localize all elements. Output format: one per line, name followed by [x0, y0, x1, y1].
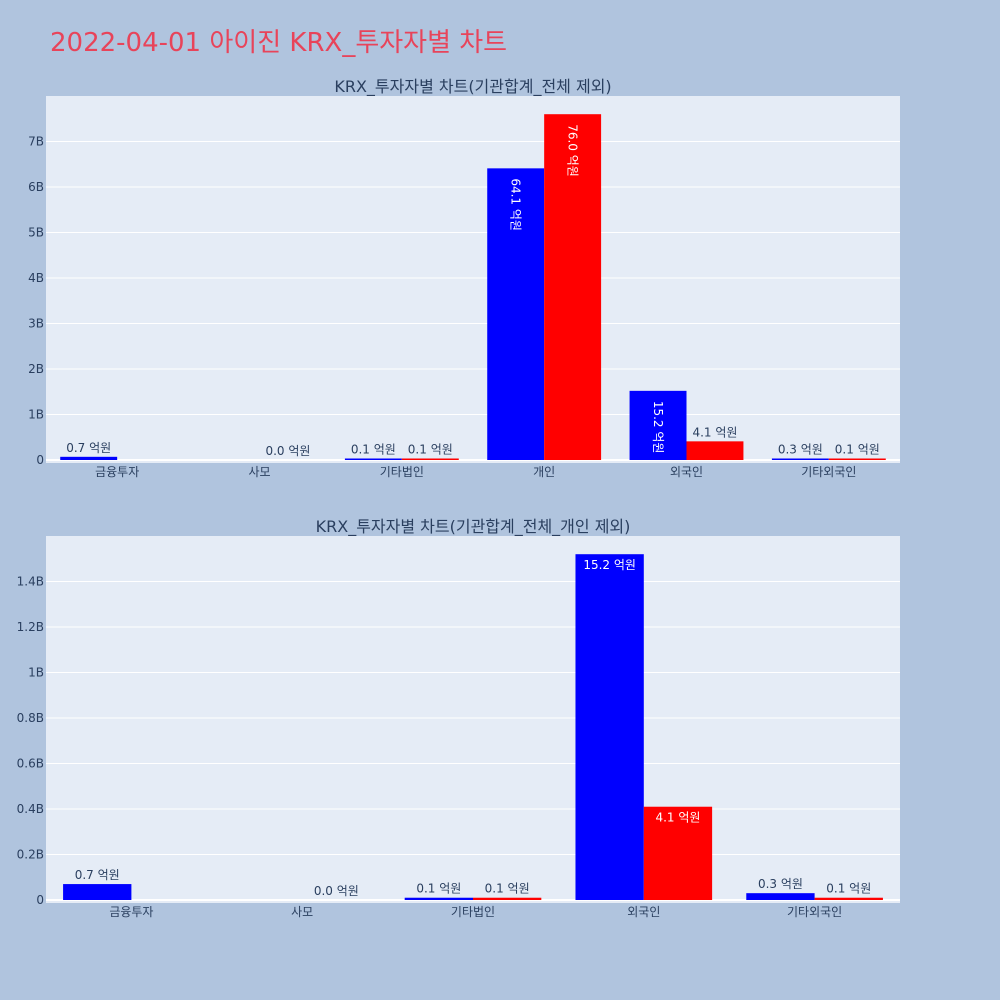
y-tick-label: 1.4B	[17, 575, 44, 589]
data-label: 0.1 억원	[416, 882, 461, 896]
bar	[404, 897, 473, 900]
data-label: 0.1 억원	[408, 443, 453, 457]
x-tick-label: 기타법인	[451, 905, 495, 919]
data-label: 0.1 억원	[351, 443, 396, 457]
data-label: 0.7 억원	[75, 868, 120, 882]
data-label: 4.1 억원	[655, 811, 700, 825]
y-tick-label: 0.6B	[17, 757, 44, 771]
y-tick-label: 0	[36, 893, 44, 907]
y-tick-label: 0.4B	[17, 802, 44, 816]
chart-1: 0 1B 2B 3B 4B 5B 6B 7B KRX_투자자별 차트(기관합계_전체 제외) 금융…	[28, 77, 900, 479]
bar	[575, 554, 644, 900]
bar	[63, 884, 132, 900]
y-tick-label: 0	[36, 453, 44, 467]
bar	[629, 390, 687, 460]
page-title: 2022-04-01 아이진 KRX_투자자별 차트	[50, 28, 508, 58]
bar	[828, 458, 886, 460]
x-tick-label: 개인	[533, 465, 555, 479]
y-tick-label: 1B	[28, 666, 44, 680]
x-tick-label: 외국인	[627, 905, 660, 919]
x-tick-label: 기타법인	[380, 465, 424, 479]
y-tick-label: 5B	[28, 226, 44, 240]
x-tick-label: 외국인	[670, 465, 703, 479]
x-tick-label: 사모	[248, 465, 270, 479]
data-label: 76.0 억원	[566, 124, 580, 177]
y-tick-label: 1.2B	[17, 620, 44, 634]
bar	[643, 806, 713, 900]
bar	[814, 897, 883, 900]
bar	[746, 893, 815, 900]
bar	[771, 458, 829, 460]
x-tick-label: 금융투자	[95, 465, 139, 479]
x-tick-label: 기타외국인	[787, 905, 842, 919]
bar	[473, 897, 542, 900]
bar	[686, 441, 744, 460]
y-tick-label: 4B	[28, 271, 44, 285]
y-tick-label: 0.8B	[17, 711, 44, 725]
y-tick-label: 3B	[28, 317, 44, 331]
data-label: 0.0 억원	[314, 884, 359, 898]
y-tick-label: 0.2B	[17, 848, 44, 862]
data-label: 0.3 억원	[778, 443, 823, 457]
data-label: 0.1 억원	[835, 443, 880, 457]
chart-subtitle: KRX_투자자별 차트(기관합계_전체 제외)	[334, 77, 611, 97]
y-tick-label: 1B	[28, 408, 44, 422]
data-label: 4.1 억원	[692, 425, 737, 439]
x-tick-label: 기타외국인	[801, 465, 856, 479]
bar	[60, 456, 118, 460]
bar	[344, 458, 402, 460]
data-label: 0.1 억원	[485, 882, 530, 896]
data-label: 0.1 억원	[826, 882, 871, 896]
y-tick-label: 7B	[28, 135, 44, 149]
x-tick-label: 금융투자	[109, 905, 153, 919]
bar	[544, 114, 602, 460]
plot-area	[46, 536, 900, 903]
data-label: 0.3 억원	[758, 877, 803, 891]
y-tick-label: 6B	[28, 180, 44, 194]
bar	[487, 168, 545, 460]
data-label: 64.1 억원	[509, 178, 523, 231]
chart-subtitle: KRX_투자자별 차트(기관합계_전체_개인 제외)	[316, 517, 631, 537]
x-tick-label: 사모	[291, 905, 313, 919]
data-label: 15.2 억원	[583, 558, 636, 572]
data-label: 15.2 억원	[651, 401, 665, 454]
y-tick-label: 2B	[28, 362, 44, 376]
bar	[401, 458, 459, 460]
data-label: 0.0 억원	[265, 444, 310, 458]
data-label: 0.7 억원	[66, 441, 111, 455]
plot-area	[46, 96, 900, 463]
